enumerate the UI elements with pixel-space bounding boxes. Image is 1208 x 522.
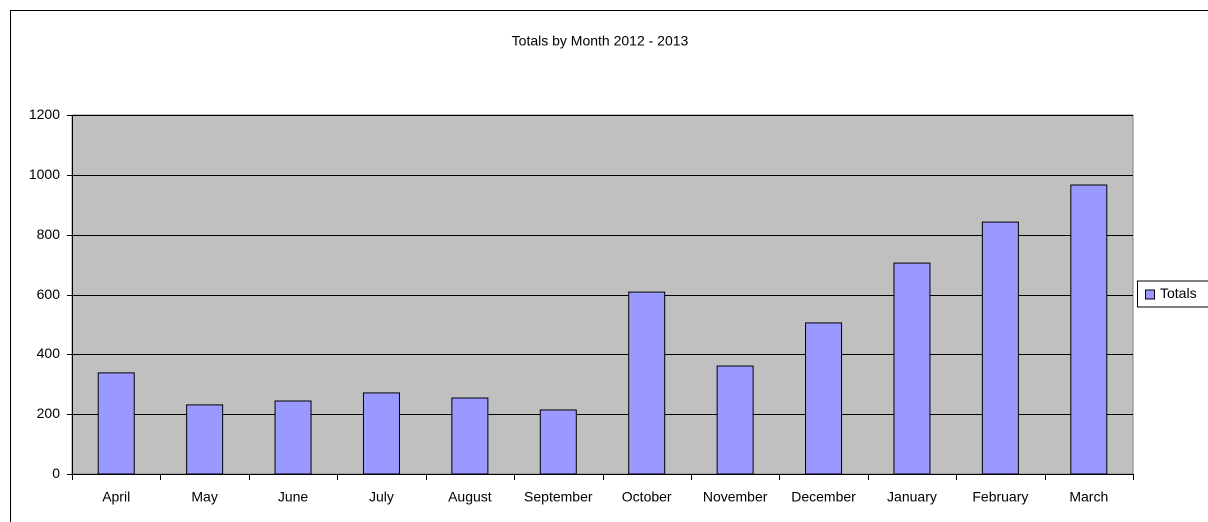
y-tick-label: 1200 xyxy=(29,106,60,122)
legend-swatch xyxy=(1145,289,1155,300)
bar xyxy=(97,372,135,475)
x-tick-label: December xyxy=(791,489,856,505)
chart-title: Totals by Month 2012 - 2013 xyxy=(512,33,689,49)
x-tick-label: January xyxy=(887,489,937,505)
x-tick-label: May xyxy=(191,489,217,505)
x-tick-label: February xyxy=(972,489,1028,505)
x-tick-label: April xyxy=(102,489,130,505)
x-tick-label: March xyxy=(1069,489,1108,505)
bar xyxy=(805,322,843,475)
bar xyxy=(981,221,1019,475)
bar xyxy=(362,392,400,475)
legend-label: Totals xyxy=(1160,285,1197,301)
bar xyxy=(893,262,931,475)
plot-area xyxy=(71,114,1134,475)
x-tick-label: September xyxy=(524,489,593,505)
y-tick-label: 600 xyxy=(37,286,61,302)
x-tick-label: August xyxy=(448,489,492,505)
bar xyxy=(274,400,312,475)
x-tick-label: June xyxy=(278,489,309,505)
y-tick-label: 0 xyxy=(52,465,60,481)
bar xyxy=(451,397,489,475)
y-tick-label: 1000 xyxy=(29,166,60,182)
x-tick-label: October xyxy=(622,489,672,505)
bar xyxy=(186,404,224,475)
y-tick-label: 800 xyxy=(37,226,61,242)
y-tick-label: 200 xyxy=(37,405,61,421)
bar xyxy=(716,365,754,475)
bar xyxy=(539,409,577,475)
x-tick-label: July xyxy=(369,489,394,505)
bar xyxy=(628,291,666,475)
bar xyxy=(1070,184,1108,475)
y-tick-label: 400 xyxy=(37,345,61,361)
x-tick-label: November xyxy=(703,489,768,505)
